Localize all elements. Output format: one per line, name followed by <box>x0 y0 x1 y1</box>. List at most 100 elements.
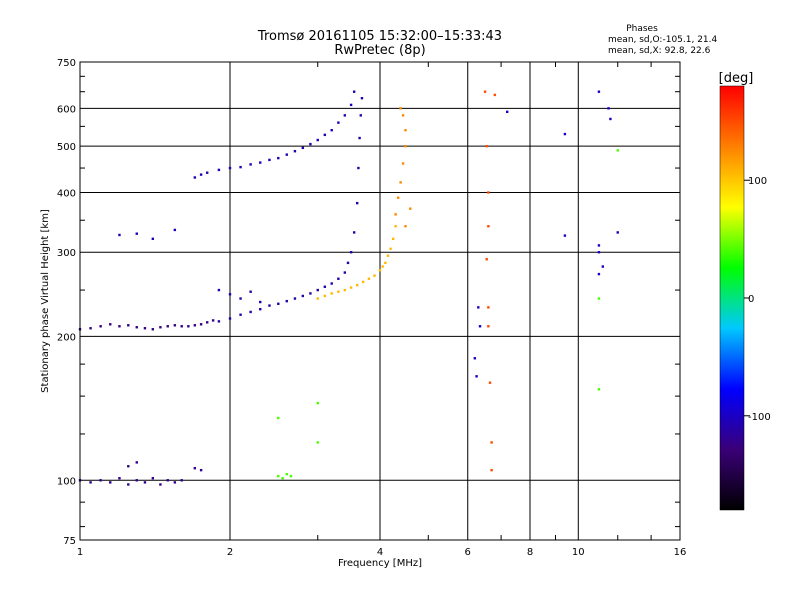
data-point <box>394 225 397 228</box>
colorbar-label: [deg] <box>719 71 754 86</box>
data-point <box>487 306 490 309</box>
data-point <box>404 128 407 132</box>
data-point <box>487 191 490 194</box>
data-point <box>135 326 138 329</box>
data-point <box>378 269 382 272</box>
data-point <box>143 327 147 330</box>
phases-x-stats: mean, sd,X: 92.8, 22.6 <box>608 46 711 56</box>
data-point <box>309 292 312 295</box>
data-point <box>187 325 190 328</box>
data-point <box>485 258 488 261</box>
data-point <box>127 483 130 486</box>
grid-lines <box>80 62 680 540</box>
data-point <box>373 274 376 277</box>
y-axis-ticks: 75 100 200 300 400 500 600 750 <box>57 58 680 547</box>
data-point <box>281 477 284 480</box>
phases-o-stats: mean, sd,O:-105.1, 21.4 <box>608 35 718 45</box>
data-point <box>316 138 319 142</box>
data-point <box>268 304 271 307</box>
data-point <box>217 168 221 172</box>
data-point <box>360 96 364 100</box>
data-point <box>346 261 350 265</box>
data-point <box>601 265 605 268</box>
data-point <box>166 479 169 482</box>
data-point <box>217 320 221 323</box>
data-point <box>478 325 482 328</box>
data-point <box>473 357 477 360</box>
data-point <box>173 324 177 327</box>
data-point <box>493 93 497 97</box>
data-point <box>135 461 138 464</box>
data-point <box>259 307 262 311</box>
data-point <box>285 472 288 476</box>
data-point <box>343 114 347 117</box>
data-point <box>394 213 397 216</box>
colorbar <box>719 85 745 511</box>
colorbar-ticks: 100 0 -100 <box>744 176 771 423</box>
data-point <box>239 297 242 300</box>
data-point <box>349 103 353 107</box>
data-point <box>277 416 280 420</box>
data-point <box>597 90 601 93</box>
data-point <box>293 150 297 153</box>
data-point <box>289 474 293 478</box>
data-point <box>316 441 319 444</box>
data-point <box>352 231 356 234</box>
data-point <box>330 292 333 295</box>
data-point <box>89 481 92 484</box>
data-point <box>355 201 359 205</box>
data-point <box>357 166 360 170</box>
y-tick-label: 300 <box>57 248 76 259</box>
data-point <box>349 286 353 289</box>
data-point <box>597 251 601 254</box>
plot-frame <box>79 61 681 541</box>
data-point <box>228 293 232 296</box>
data-point <box>180 325 183 328</box>
x-tick-label: 6 <box>465 547 471 558</box>
data-point <box>99 479 102 482</box>
data-point <box>616 231 619 234</box>
data-point <box>323 294 327 298</box>
data-point <box>616 149 619 152</box>
data-point <box>127 324 130 327</box>
chart-subtitle: RwPretec (8p) <box>334 43 425 58</box>
data-point <box>249 290 252 293</box>
data-point <box>401 114 405 117</box>
x-tick-label: 4 <box>377 547 383 558</box>
data-point <box>301 146 305 150</box>
x-axis-ticks: 1 2 4 6 8 10 16 <box>77 62 686 558</box>
y-tick-label: 100 <box>57 476 76 487</box>
data-point <box>490 441 493 444</box>
data-point <box>159 483 162 486</box>
data-point <box>487 325 490 328</box>
data-point <box>316 288 319 292</box>
x-tick-label: 8 <box>527 547 533 558</box>
data-point <box>268 158 271 162</box>
data-point <box>485 144 488 148</box>
data-point <box>199 468 203 472</box>
data-point <box>337 290 340 293</box>
data-point <box>505 110 509 114</box>
data-point <box>381 265 384 268</box>
data-point <box>343 271 347 274</box>
data-point <box>228 317 232 320</box>
chart-title: Tromsø 20161105 15:32:00–15:33:43 <box>257 29 502 44</box>
data-point <box>316 401 319 405</box>
data-point <box>205 171 209 174</box>
data-point <box>352 90 356 93</box>
data-point <box>228 166 232 170</box>
data-point <box>483 90 487 93</box>
data-point <box>199 323 203 326</box>
data-point <box>386 254 390 257</box>
data-point <box>355 283 359 287</box>
data-point <box>193 324 197 327</box>
y-tick-label: 750 <box>57 58 76 69</box>
data-point <box>607 107 610 110</box>
y-axis-label: Stationary phase Virtual Height [km] <box>40 209 51 393</box>
data-point <box>404 144 407 148</box>
data-point <box>135 479 138 482</box>
data-point <box>475 375 478 378</box>
colorbar-tick-label: -100 <box>748 412 771 423</box>
data-point <box>343 288 347 292</box>
